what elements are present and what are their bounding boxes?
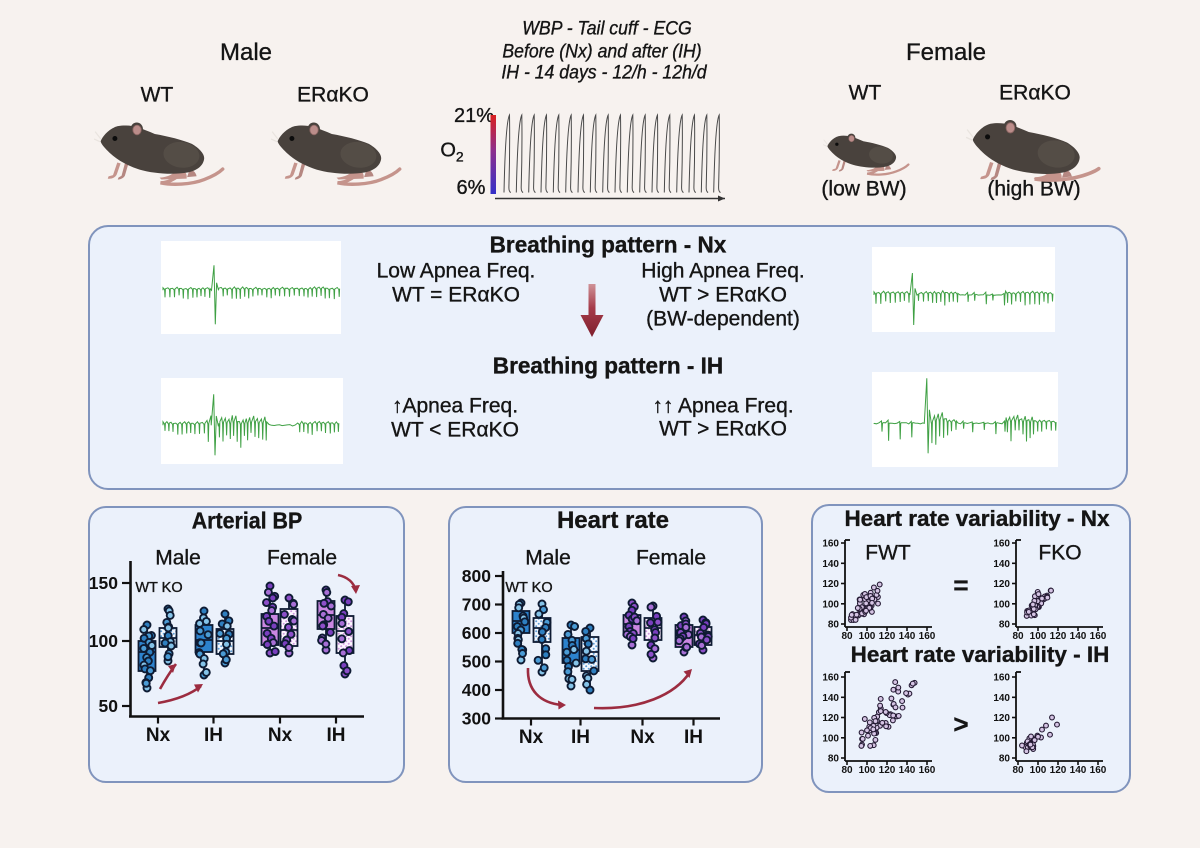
svg-text:IH: IH (684, 727, 703, 748)
svg-text:120: 120 (993, 579, 1010, 590)
svg-text:150: 150 (89, 573, 118, 593)
svg-text:120: 120 (1050, 631, 1067, 642)
svg-text:80: 80 (841, 631, 853, 642)
svg-text:IH: IH (204, 725, 223, 746)
svg-text:160: 160 (919, 631, 936, 642)
svg-text:140: 140 (993, 693, 1010, 704)
svg-text:100: 100 (1030, 765, 1047, 776)
svg-text:IH: IH (571, 727, 590, 748)
svg-text:Nx: Nx (268, 725, 293, 746)
svg-text:80: 80 (1012, 765, 1024, 776)
svg-text:100: 100 (822, 733, 839, 744)
svg-text:160: 160 (1090, 631, 1107, 642)
svg-text:140: 140 (899, 765, 916, 776)
svg-text:300: 300 (462, 709, 491, 729)
svg-text:80: 80 (841, 765, 853, 776)
svg-text:160: 160 (993, 673, 1010, 684)
svg-text:600: 600 (462, 623, 491, 643)
svg-text:140: 140 (822, 559, 839, 570)
svg-text:Nx: Nx (519, 727, 544, 748)
svg-text:160: 160 (822, 673, 839, 684)
svg-text:120: 120 (879, 631, 896, 642)
svg-text:140: 140 (1070, 765, 1087, 776)
svg-text:50: 50 (99, 696, 119, 716)
svg-text:IH: IH (327, 725, 346, 746)
svg-text:160: 160 (822, 539, 839, 550)
svg-text:160: 160 (919, 765, 936, 776)
svg-text:500: 500 (462, 652, 491, 672)
svg-text:120: 120 (879, 765, 896, 776)
svg-text:80: 80 (828, 620, 840, 631)
svg-text:400: 400 (462, 680, 491, 700)
svg-text:100: 100 (993, 599, 1010, 610)
svg-text:80: 80 (999, 754, 1011, 765)
svg-text:Nx: Nx (630, 727, 655, 748)
svg-text:100: 100 (1030, 631, 1047, 642)
svg-text:120: 120 (822, 579, 839, 590)
svg-text:Nx: Nx (146, 725, 171, 746)
svg-text:80: 80 (1012, 631, 1024, 642)
svg-text:140: 140 (1070, 631, 1087, 642)
svg-text:80: 80 (999, 620, 1011, 631)
svg-text:160: 160 (1090, 765, 1107, 776)
svg-text:80: 80 (828, 754, 840, 765)
svg-text:700: 700 (462, 595, 491, 615)
svg-text:140: 140 (993, 559, 1010, 570)
svg-text:120: 120 (993, 713, 1010, 724)
svg-text:100: 100 (859, 631, 876, 642)
svg-text:100: 100 (993, 733, 1010, 744)
svg-text:100: 100 (89, 631, 118, 651)
svg-text:140: 140 (822, 693, 839, 704)
svg-text:160: 160 (993, 539, 1010, 550)
svg-text:100: 100 (822, 599, 839, 610)
svg-text:100: 100 (859, 765, 876, 776)
svg-text:140: 140 (899, 631, 916, 642)
svg-text:120: 120 (1050, 765, 1067, 776)
svg-text:120: 120 (822, 713, 839, 724)
svg-text:800: 800 (462, 566, 491, 586)
